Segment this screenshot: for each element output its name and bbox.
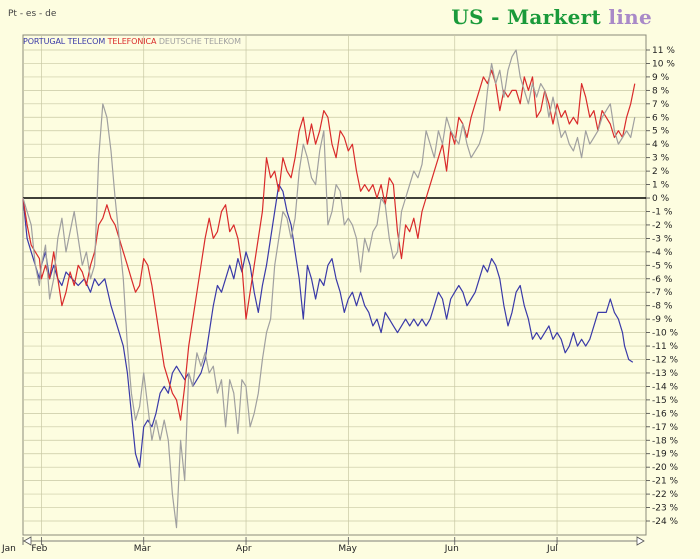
- y-tick-label: -1 %: [652, 207, 673, 217]
- y-axis: 11 % 10 % 9 % 8 % 7 % 6 % 5 % 4 % 3 % 2 % 1 % 0 % -1…: [646, 46, 679, 527]
- y-tick-label: 1 %: [652, 181, 670, 191]
- y-tick-label: -16 %: [652, 409, 679, 419]
- brand-markert: Markert: [506, 5, 602, 29]
- y-tick-label: -8 %: [652, 302, 673, 312]
- legend-portugal-telecom: PORTUGAL TELECOM: [23, 37, 106, 46]
- chart-legend: PORTUGAL TELECOM TELEFONICA DEUTSCHE TEL…: [23, 37, 241, 46]
- y-tick-label: -9 %: [652, 315, 673, 325]
- y-tick-label: 7 %: [652, 100, 670, 110]
- brand-separator: -: [491, 5, 500, 29]
- y-tick-label: -6 %: [652, 275, 673, 285]
- y-tick-label: -15 %: [652, 396, 679, 406]
- scroll-right-arrow[interactable]: [636, 536, 645, 546]
- y-tick-label: -12 %: [652, 356, 679, 366]
- x-tick-label: Mar: [134, 544, 151, 554]
- y-tick-label: 9 %: [652, 73, 670, 83]
- y-tick-label: -3 %: [652, 234, 673, 244]
- y-tick-label: -23 %: [652, 504, 679, 514]
- series-line-1: [22, 69, 636, 421]
- y-tick-label: -13 %: [652, 369, 679, 379]
- y-tick-label: -7 %: [652, 288, 673, 298]
- legend-deutsche-telekom: DEUTSCHE TELEKOM: [158, 37, 241, 46]
- y-tick-label: -5 %: [652, 261, 673, 271]
- plot-area: [22, 34, 647, 536]
- y-tick-label: -19 %: [652, 450, 679, 460]
- y-tick-label: -20 %: [652, 463, 679, 473]
- series-line-0: [22, 184, 634, 468]
- y-tick-label: -17 %: [652, 423, 679, 433]
- brand-us: US: [451, 5, 484, 29]
- y-tick-label: -22 %: [652, 490, 679, 500]
- scroll-left-arrow[interactable]: [23, 536, 32, 546]
- y-tick-label: -11 %: [652, 342, 679, 352]
- y-tick-label: 6 %: [652, 113, 670, 123]
- x-tick-label: May: [338, 544, 357, 554]
- x-axis: Jan Feb Mar Apr May Jun Jul: [1, 536, 645, 554]
- x-tick-label: Jan: [1, 544, 16, 554]
- series-line-2: [22, 49, 636, 529]
- y-tick-label: -18 %: [652, 436, 679, 446]
- corner-label: Pt - es - de: [8, 9, 57, 19]
- x-tick-label: Jun: [444, 544, 459, 554]
- series-group: [22, 49, 636, 529]
- y-tick-label: 10 %: [652, 59, 675, 69]
- y-tick-label: -2 %: [652, 221, 673, 231]
- brand-line: line: [608, 5, 652, 29]
- y-tick-label: 0 %: [652, 194, 670, 204]
- y-tick-label: -24 %: [652, 517, 679, 527]
- x-tick-label: Apr: [236, 544, 252, 554]
- y-tick-label: -14 %: [652, 382, 679, 392]
- y-tick-label: 3 %: [652, 154, 670, 164]
- x-tick-label: Jul: [546, 544, 558, 554]
- brand-title: US - Markert line: [451, 5, 652, 29]
- y-tick-label: 2 %: [652, 167, 670, 177]
- y-tick-label: 5 %: [652, 127, 670, 137]
- y-tick-label: -4 %: [652, 248, 673, 258]
- legend-telefonica: TELEFONICA: [107, 37, 157, 46]
- y-tick-label: 4 %: [652, 140, 670, 150]
- x-tick-label: Feb: [31, 544, 47, 554]
- y-tick-label: 11 %: [652, 46, 675, 56]
- y-tick-label: 8 %: [652, 86, 670, 96]
- y-tick-label: -10 %: [652, 329, 679, 339]
- y-tick-label: -21 %: [652, 477, 679, 487]
